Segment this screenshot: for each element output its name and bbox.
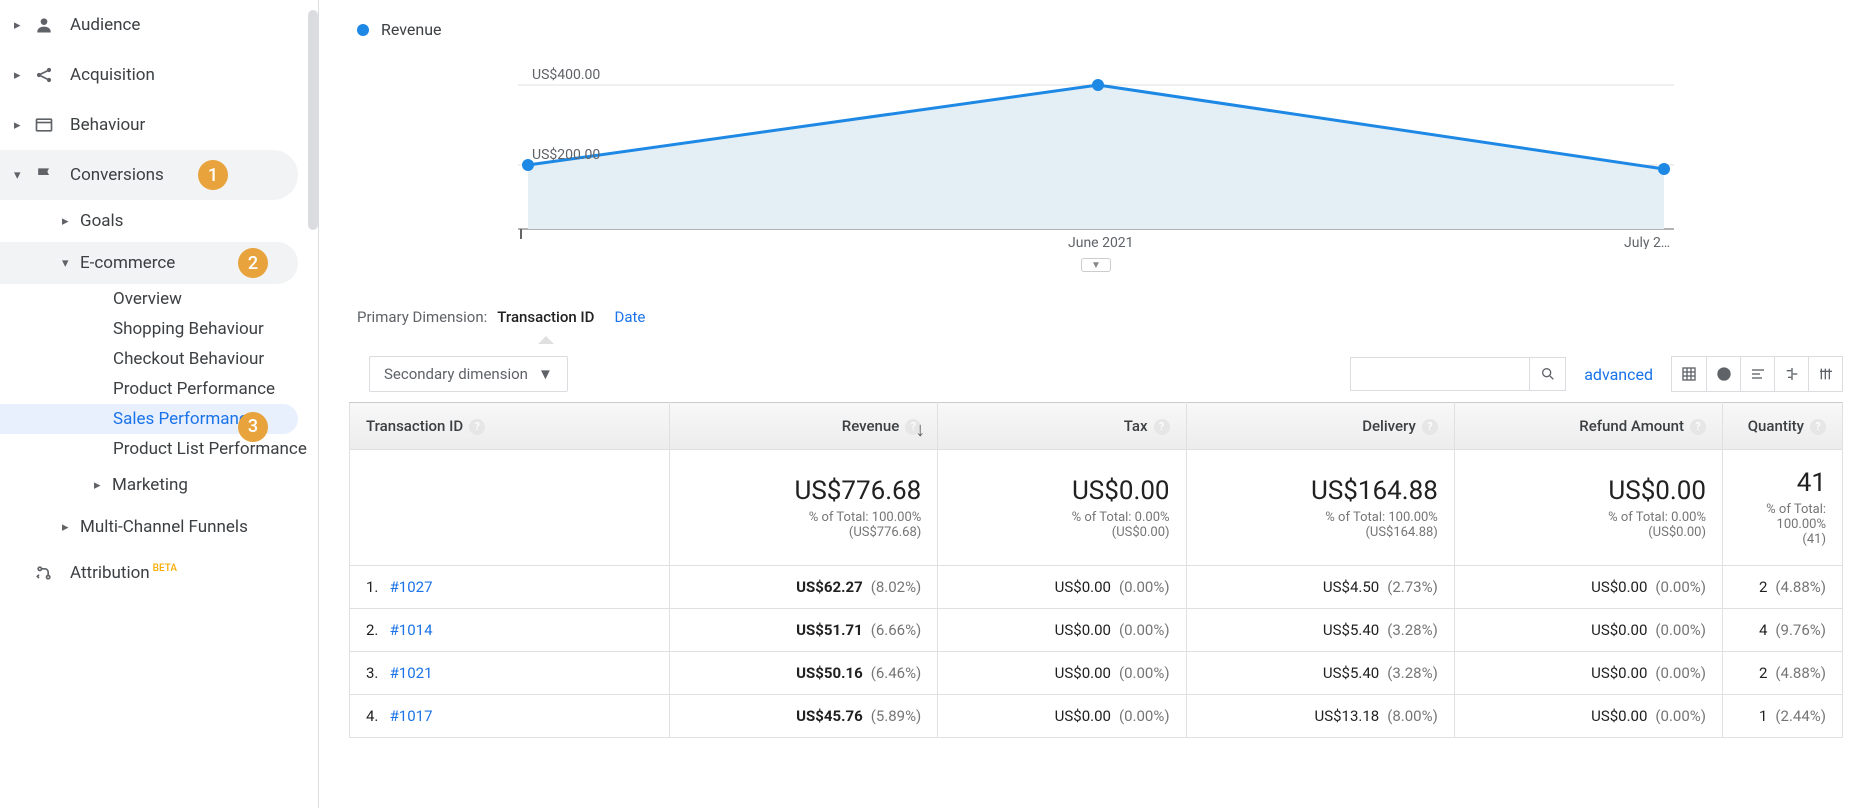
advanced-link[interactable]: advanced: [1584, 365, 1653, 384]
revenue-chart: Revenue US$400.00 US$200.00 June 2021 Ju…: [349, 20, 1843, 280]
chevron-right-icon: ▸: [14, 118, 28, 133]
sub2-marketing[interactable]: ▸ Marketing: [0, 464, 318, 506]
totals-row: US$776.68% of Total: 100.00%(US$776.68) …: [350, 450, 1843, 566]
scrollbar[interactable]: [308, 10, 318, 230]
data-table: Transaction ID? Revenue?↓ Tax? Delivery?…: [349, 402, 1843, 738]
search-input[interactable]: [1350, 357, 1530, 391]
sub-label: E-commerce: [80, 253, 175, 273]
main-content: Revenue US$400.00 US$200.00 June 2021 Ju…: [319, 0, 1873, 808]
table-row: 1. #1027 US$62.27(8.02%) US$0.00(0.00%) …: [350, 566, 1843, 609]
toolbar-right: advanced: [1350, 356, 1843, 392]
badge-2: 2: [238, 248, 268, 278]
dimension-row: Primary Dimension: Transaction ID Date: [357, 308, 1843, 326]
transaction-link[interactable]: #1027: [390, 578, 433, 596]
sub2-overview[interactable]: Overview: [0, 284, 318, 314]
svg-text:US$400.00: US$400.00: [532, 66, 600, 83]
sort-down-icon: ↓: [915, 417, 925, 442]
nav-audience[interactable]: ▸ Audience: [0, 0, 318, 50]
svg-text:US$200.00: US$200.00: [532, 146, 600, 163]
chevron-right-icon: ▸: [14, 18, 28, 33]
nav-label: Audience: [70, 15, 140, 35]
view-buttons: [1671, 356, 1843, 392]
table-toolbar: Secondary dimension ▼ advanced: [349, 346, 1843, 402]
flag-icon: [34, 165, 70, 185]
table-row: 4. #1017 US$45.76(5.89%) US$0.00(0.00%) …: [350, 695, 1843, 738]
secondary-dimension-button[interactable]: Secondary dimension ▼: [369, 356, 568, 392]
legend-dot-icon: [357, 24, 369, 36]
help-icon: ?: [1690, 419, 1706, 435]
dimension-active[interactable]: Transaction ID: [497, 308, 594, 326]
view-pivot-button[interactable]: [1808, 357, 1842, 391]
sub2-product-list[interactable]: Product List Performance: [0, 434, 318, 464]
help-icon: ?: [1154, 419, 1170, 435]
chart-legend: Revenue: [357, 20, 1843, 39]
sub-ecommerce[interactable]: ▾ E-commerce 2: [0, 242, 298, 284]
chevron-right-icon: ▸: [94, 478, 112, 493]
nav-attribution[interactable]: AttributionBETA: [0, 548, 318, 598]
nav-label: AttributionBETA: [70, 563, 177, 583]
nav-label: Acquisition: [70, 65, 155, 85]
sub2-shopping[interactable]: Shopping Behaviour: [0, 314, 318, 344]
chevron-right-icon: ▸: [62, 214, 80, 229]
table-row: 3. #1021 US$50.16(6.46%) US$0.00(0.00%) …: [350, 652, 1843, 695]
sub2-checkout[interactable]: Checkout Behaviour: [0, 344, 318, 374]
chevron-down-icon: ▾: [62, 256, 80, 271]
chevron-down-icon: ▾: [14, 168, 28, 183]
share-icon: [34, 65, 70, 85]
nav-conversions[interactable]: ▾ Conversions 1: [0, 150, 298, 200]
col-delivery[interactable]: Delivery?: [1186, 403, 1454, 450]
view-compare-button[interactable]: [1774, 357, 1808, 391]
sub-goals[interactable]: ▸ Goals: [0, 200, 318, 242]
transaction-link[interactable]: #1014: [390, 621, 433, 639]
svg-text:June 2021: June 2021: [1068, 235, 1134, 249]
view-table-button[interactable]: [1672, 357, 1706, 391]
nav-acquisition[interactable]: ▸ Acquisition: [0, 50, 318, 100]
chevron-right-icon: ▸: [14, 68, 28, 83]
dimension-date-link[interactable]: Date: [614, 308, 645, 326]
window-icon: [34, 115, 70, 135]
chart-caret-icon[interactable]: ▼: [1081, 258, 1111, 272]
sub-multichannel[interactable]: ▸ Multi-Channel Funnels: [0, 506, 318, 548]
view-pie-button[interactable]: [1706, 357, 1740, 391]
sub-label: Goals: [80, 211, 123, 231]
sidebar: ▸ Audience ▸ Acquisition ▸ Behaviour ▾ C…: [0, 0, 319, 808]
help-icon: ?: [1810, 419, 1826, 435]
dimension-label: Primary Dimension:: [357, 308, 487, 326]
col-quantity[interactable]: Quantity?: [1723, 403, 1843, 450]
pointer-icon: [538, 336, 554, 344]
chevron-down-icon: ▼: [538, 365, 553, 383]
legend-label: Revenue: [381, 20, 442, 39]
svg-text:July 2…: July 2…: [1624, 235, 1670, 249]
col-refund[interactable]: Refund Amount?: [1454, 403, 1722, 450]
search-button[interactable]: [1530, 357, 1566, 391]
help-icon: ?: [1422, 419, 1438, 435]
nav-label: Behaviour: [70, 115, 145, 135]
sub2-product-perf[interactable]: Product Performance: [0, 374, 318, 404]
col-tax[interactable]: Tax?: [938, 403, 1186, 450]
transaction-link[interactable]: #1017: [390, 707, 433, 725]
col-transaction-id[interactable]: Transaction ID?: [350, 403, 670, 450]
nav-label: Conversions: [70, 165, 164, 185]
sub2-sales-perf[interactable]: Sales Performance 3: [0, 404, 298, 434]
view-bars-button[interactable]: [1740, 357, 1774, 391]
transaction-link[interactable]: #1021: [390, 664, 433, 682]
chevron-right-icon: ▸: [62, 520, 80, 535]
col-revenue[interactable]: Revenue?↓: [670, 403, 938, 450]
badge-3: 3: [238, 412, 268, 442]
person-icon: [34, 15, 70, 35]
badge-1: 1: [198, 160, 228, 190]
help-icon: ?: [469, 419, 485, 435]
table-row: 2. #1014 US$51.71(6.66%) US$0.00(0.00%) …: [350, 609, 1843, 652]
chart-svg: US$400.00 US$200.00 June 2021 July 2…: [349, 49, 1843, 249]
nav-behaviour[interactable]: ▸ Behaviour: [0, 100, 318, 150]
attribution-icon: [34, 563, 70, 583]
